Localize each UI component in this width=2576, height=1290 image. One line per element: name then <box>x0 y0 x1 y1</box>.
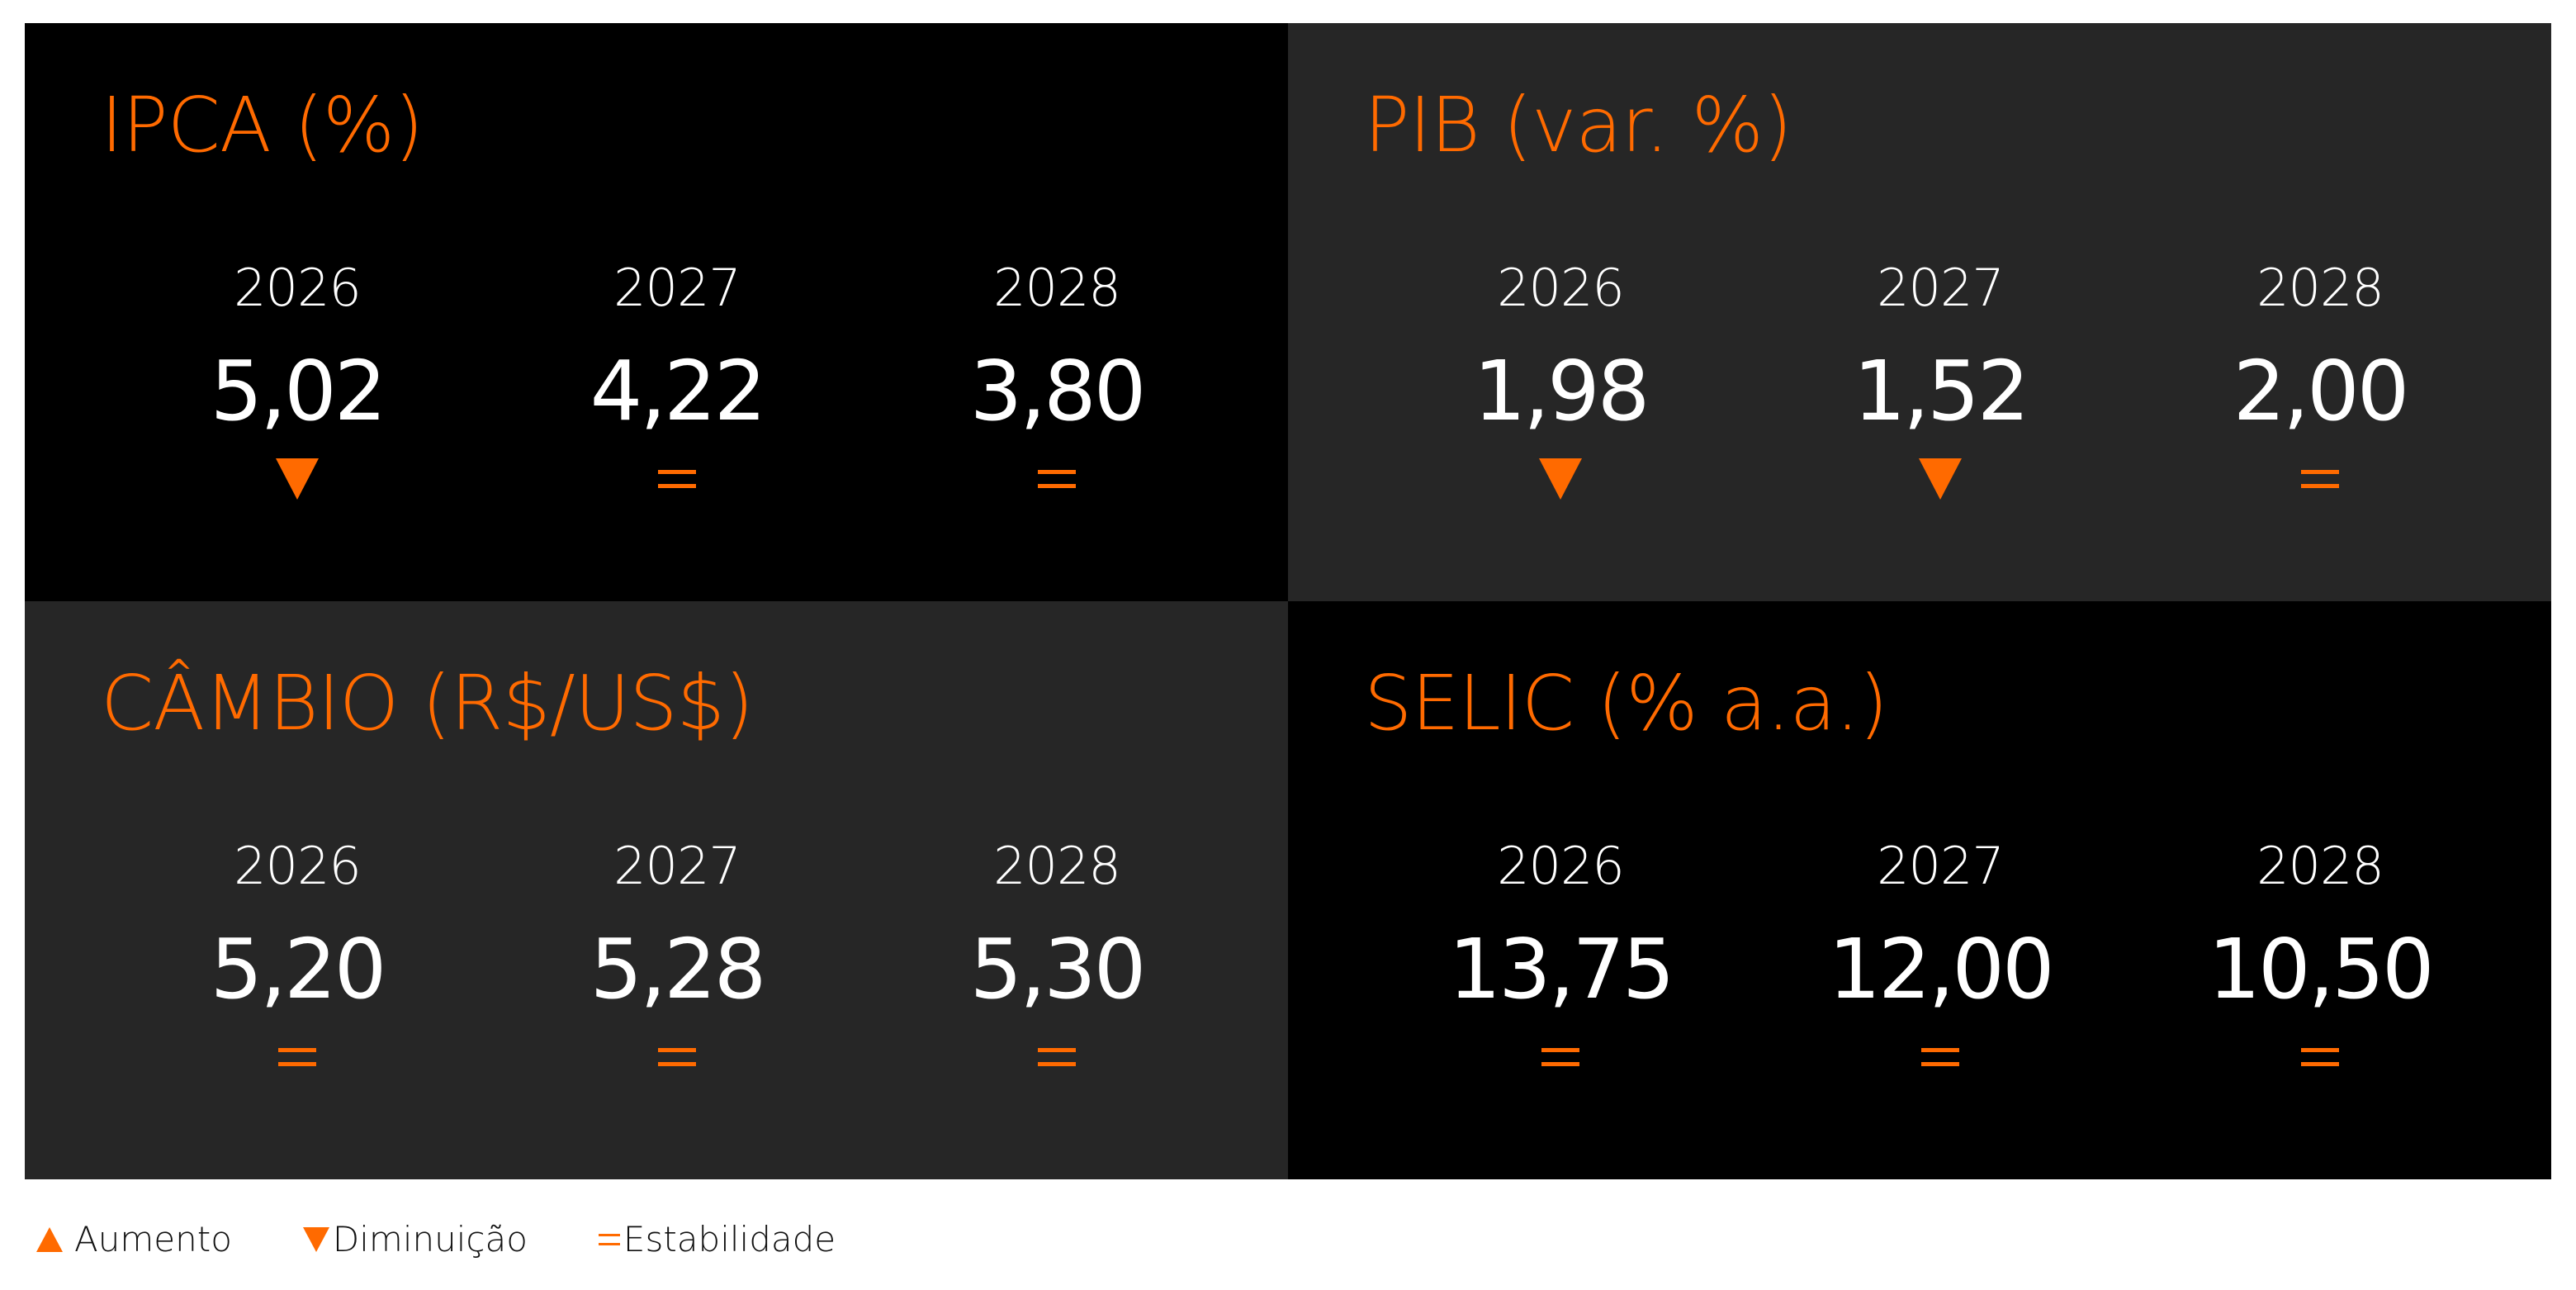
forecast-value: 1,98 <box>1473 343 1650 439</box>
panel-title: CÂMBIO (R$/US$) <box>101 659 754 747</box>
year-label: 2028 <box>2256 258 2384 318</box>
equals-icon <box>1541 1048 1579 1066</box>
trend-indicator <box>1750 454 2130 504</box>
forecast-item: 2028 10,50 <box>2130 841 2510 1082</box>
trend-indicator <box>867 454 1247 504</box>
forecast-item: 2026 1,98 <box>1371 263 1750 504</box>
forecast-value: 3,80 <box>969 343 1147 439</box>
forecast-value: 2,00 <box>2233 343 2410 439</box>
legend: Aumento Diminuição Estabilidade <box>36 1219 907 1259</box>
year-label: 2028 <box>2256 836 2384 896</box>
trend-indicator <box>867 1032 1247 1082</box>
forecast-item: 2026 5,20 <box>107 841 487 1082</box>
trend-indicator <box>2130 454 2510 504</box>
legend-decrease: Diminuição <box>302 1219 528 1259</box>
year-label: 2027 <box>1877 258 2005 318</box>
trend-indicator <box>1750 1032 2130 1082</box>
legend-stable: Estabilidade <box>598 1219 836 1259</box>
equals-icon <box>1038 1048 1076 1066</box>
equals-icon <box>2301 470 2339 488</box>
forecast-row: 2026 5,02 2027 4,22 2028 3,80 <box>107 263 1247 504</box>
trend-indicator <box>107 1032 487 1082</box>
panel-title: SELIC (% a.a.) <box>1364 659 1888 747</box>
forecast-value: 4,22 <box>590 343 767 439</box>
forecast-item: 2028 2,00 <box>2130 263 2510 504</box>
trend-indicator <box>1371 454 1750 504</box>
trend-indicator <box>487 1032 867 1082</box>
panel-ipca: IPCA (%) 2026 5,02 2027 4,22 2028 3,80 <box>25 23 1288 601</box>
panel-selic: SELIC (% a.a.) 2026 13,75 2027 12,00 202… <box>1288 601 2551 1179</box>
equals-icon <box>658 470 696 488</box>
forecast-value: 5,28 <box>590 921 767 1017</box>
triangle-up-icon <box>36 1226 63 1252</box>
equals-icon <box>1038 470 1076 488</box>
forecast-row: 2026 1,98 2027 1,52 2028 2,00 <box>1371 263 2510 504</box>
equals-icon <box>658 1048 696 1066</box>
forecast-item: 2028 3,80 <box>867 263 1247 504</box>
panel-title: IPCA (%) <box>101 81 424 169</box>
forecast-value: 12,00 <box>1828 921 2054 1017</box>
triangle-down-icon <box>1539 458 1582 500</box>
year-label: 2026 <box>1497 836 1625 896</box>
forecast-value: 1,52 <box>1853 343 2030 439</box>
forecast-value: 13,75 <box>1448 921 1674 1017</box>
forecast-item: 2027 4,22 <box>487 263 867 504</box>
forecast-value: 5,20 <box>210 921 387 1017</box>
forecast-item: 2027 12,00 <box>1750 841 2130 1082</box>
forecast-item: 2026 5,02 <box>107 263 487 504</box>
equals-icon <box>278 1048 316 1066</box>
year-label: 2027 <box>1877 836 2005 896</box>
trend-indicator <box>107 454 487 504</box>
forecast-item: 2027 1,52 <box>1750 263 2130 504</box>
trend-indicator <box>2130 1032 2510 1082</box>
year-label: 2026 <box>234 258 362 318</box>
legend-label: Diminuição <box>332 1219 528 1259</box>
trend-indicator <box>1371 1032 1750 1082</box>
forecast-value: 5,02 <box>210 343 387 439</box>
panel-pib: PIB (var. %) 2026 1,98 2027 1,52 2028 2,… <box>1288 23 2551 601</box>
triangle-down-icon <box>302 1226 329 1252</box>
trend-indicator <box>487 454 867 504</box>
forecast-item: 2027 5,28 <box>487 841 867 1082</box>
panel-cambio: CÂMBIO (R$/US$) 2026 5,20 2027 5,28 2028… <box>25 601 1288 1179</box>
forecast-value: 10,50 <box>2208 921 2434 1017</box>
equals-icon <box>1921 1048 1959 1066</box>
year-label: 2028 <box>993 258 1121 318</box>
year-label: 2027 <box>613 836 741 896</box>
triangle-down-icon <box>276 458 319 500</box>
year-label: 2026 <box>1497 258 1625 318</box>
year-label: 2026 <box>234 836 362 896</box>
legend-label: Aumento <box>74 1219 232 1259</box>
panel-title: PIB (var. %) <box>1364 81 1792 169</box>
indicators-grid: IPCA (%) 2026 5,02 2027 4,22 2028 3,80 P… <box>25 23 2551 1179</box>
legend-increase: Aumento <box>36 1219 232 1259</box>
forecast-item: 2028 5,30 <box>867 841 1247 1082</box>
forecast-value: 5,30 <box>969 921 1147 1017</box>
forecast-item: 2026 13,75 <box>1371 841 1750 1082</box>
legend-label: Estabilidade <box>623 1219 836 1259</box>
year-label: 2028 <box>993 836 1121 896</box>
triangle-down-icon <box>1919 458 1962 500</box>
equals-icon <box>2301 1048 2339 1066</box>
forecast-row: 2026 13,75 2027 12,00 2028 10,50 <box>1371 841 2510 1082</box>
year-label: 2027 <box>613 258 741 318</box>
forecast-row: 2026 5,20 2027 5,28 2028 5,30 <box>107 841 1247 1082</box>
equals-icon <box>598 1233 620 1245</box>
